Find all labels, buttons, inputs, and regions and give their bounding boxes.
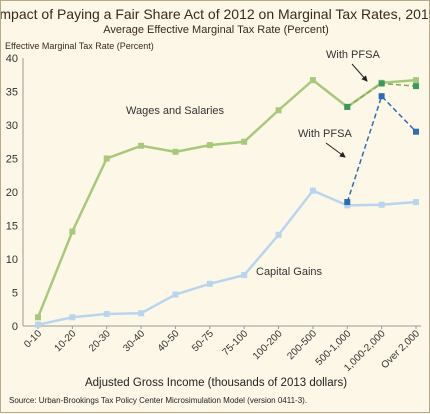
series-line: [346, 94, 417, 203]
data-point: [138, 310, 145, 317]
data-point: [172, 291, 179, 298]
x-tick-label: 75-100: [221, 328, 251, 358]
series-0: [35, 77, 419, 321]
data-point: [275, 231, 282, 238]
y-tick-label: 5: [12, 288, 18, 300]
data-point: [35, 321, 41, 328]
y-tick-label: 20: [6, 187, 18, 199]
y-tick-label: 10: [6, 254, 18, 266]
data-point: [275, 107, 282, 114]
chart-subtitle: Average Effective Marginal Tax Rate (Per…: [103, 24, 329, 36]
series-2: [344, 80, 419, 110]
data-point: [413, 83, 419, 90]
y-tick-label: 0: [12, 321, 18, 333]
annotation-capital-gains: Capital Gains: [256, 266, 323, 278]
x-tick-label: 200-500: [285, 328, 319, 362]
x-tick-label: 100-200: [251, 328, 285, 362]
data-point: [206, 280, 213, 287]
y-axis-ticks: 0 5 10 15 20 25 30 35 40: [6, 53, 18, 333]
y-tick-label: 30: [6, 120, 18, 132]
data-point: [103, 155, 110, 162]
series-line: [37, 189, 417, 326]
x-tick-label: 40-50: [156, 328, 182, 354]
data-point: [413, 77, 419, 84]
y-tick-label: 40: [6, 53, 18, 65]
x-tick-label: 20-30: [87, 328, 113, 354]
y-tick-label: 25: [6, 154, 18, 166]
x-tick-label: 0-10: [22, 328, 44, 350]
data-point: [413, 128, 419, 135]
annotation-pfsa-top: With PFSA: [326, 49, 380, 61]
y-tick-label: 35: [6, 87, 18, 99]
y-axis-label: Effective Marginal Tax Rate (Percent): [5, 41, 154, 51]
x-axis-label: Adjusted Gross Income (thousands of 2013…: [85, 377, 347, 389]
data-point: [378, 201, 385, 208]
data-point: [344, 103, 351, 110]
data-point: [69, 228, 76, 235]
y-tick-label: 15: [6, 221, 18, 233]
data-point: [309, 77, 316, 84]
data-point: [241, 272, 248, 279]
data-point: [241, 138, 248, 145]
data-point: [344, 202, 351, 209]
data-point: [69, 314, 76, 321]
data-point: [35, 314, 41, 321]
source-note: Source: Urban-Brookings Tax Policy Cente…: [9, 396, 307, 405]
data-point: [103, 310, 110, 317]
series-1: [35, 187, 419, 328]
x-tick-label: 30-40: [121, 328, 147, 354]
x-tick-label: 50-75: [190, 328, 216, 354]
data-point: [378, 80, 385, 87]
annotation-wages: Wages and Salaries: [126, 105, 225, 117]
arrow-pfsa-top: [351, 63, 368, 82]
data-point: [309, 187, 316, 194]
annotation-pfsa-mid: With PFSA: [298, 128, 352, 140]
data-point: [172, 148, 179, 155]
chart-title: Impact of Paying a Fair Share Act of 201…: [1, 6, 430, 22]
x-tick-label: 10-20: [53, 328, 79, 354]
arrow-pfsa-mid: [325, 142, 346, 158]
data-point: [378, 93, 385, 100]
data-point: [138, 142, 145, 149]
data-point: [344, 199, 351, 206]
series-3: [344, 93, 419, 206]
data-point: [206, 142, 213, 149]
x-axis-ticks: 0-10 10-20 20-30 30-40 40-50 50-75 75-100 100-2…: [22, 326, 422, 374]
series-layer: [35, 77, 419, 328]
series-line: [36, 78, 417, 318]
data-point: [413, 199, 419, 206]
